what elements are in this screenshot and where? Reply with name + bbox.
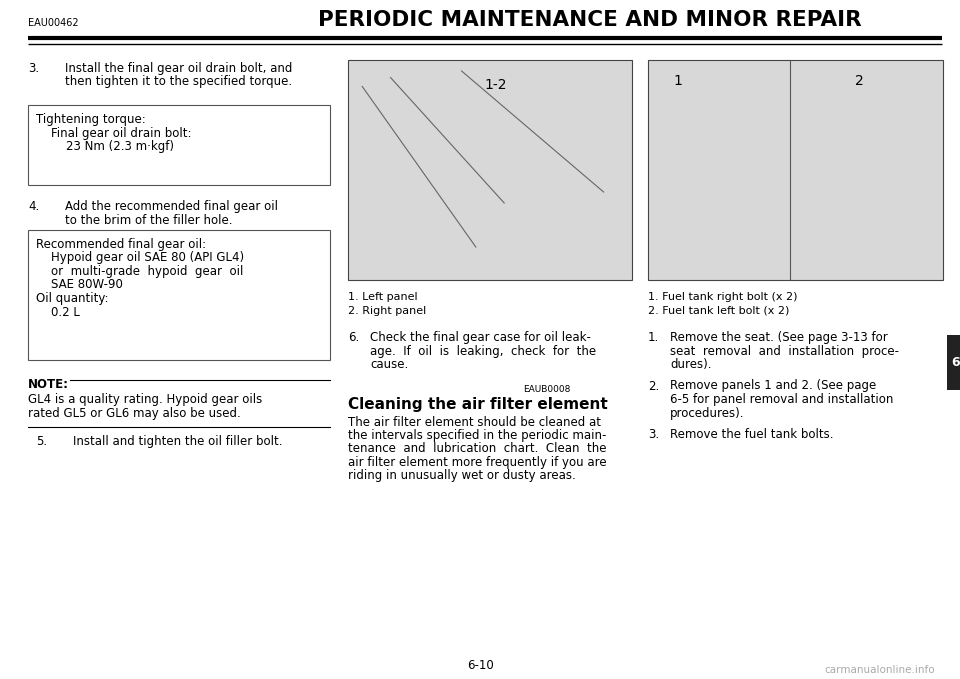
Text: Tightening torque:: Tightening torque: (36, 113, 146, 126)
Text: Add the recommended final gear oil: Add the recommended final gear oil (65, 200, 278, 213)
Text: 1.: 1. (648, 331, 660, 344)
Bar (648, 60, 943, 280)
Text: Install and tighten the oil filler bolt.: Install and tighten the oil filler bolt. (73, 435, 282, 448)
Text: 1-2: 1-2 (484, 78, 507, 92)
Text: Oil quantity:: Oil quantity: (36, 292, 108, 305)
Text: Remove panels 1 and 2. (See page: Remove panels 1 and 2. (See page (670, 380, 876, 392)
Text: 6.: 6. (348, 331, 359, 344)
Text: 6-10: 6-10 (467, 659, 493, 672)
Text: seat  removal  and  installation  proce-: seat removal and installation proce- (670, 344, 899, 358)
Text: tenance  and  lubrication  chart.  Clean  the: tenance and lubrication chart. Clean the (348, 443, 607, 456)
Text: 2: 2 (854, 74, 863, 88)
Text: Remove the seat. (See page 3-13 for: Remove the seat. (See page 3-13 for (670, 331, 888, 344)
Text: air filter element more frequently if you are: air filter element more frequently if yo… (348, 456, 607, 469)
Text: Remove the fuel tank bolts.: Remove the fuel tank bolts. (670, 428, 833, 441)
Text: 0.2 L: 0.2 L (36, 306, 80, 318)
Text: EAUB0008: EAUB0008 (523, 386, 570, 394)
Text: 6: 6 (951, 356, 960, 369)
Bar (28, 230, 330, 360)
Text: GL4 is a quality rating. Hypoid gear oils: GL4 is a quality rating. Hypoid gear oil… (28, 394, 262, 407)
Text: cause.: cause. (370, 358, 408, 371)
Text: 2. Fuel tank left bolt (x 2): 2. Fuel tank left bolt (x 2) (648, 306, 789, 316)
Text: SAE 80W-90: SAE 80W-90 (36, 278, 123, 291)
Text: PERIODIC MAINTENANCE AND MINOR REPAIR: PERIODIC MAINTENANCE AND MINOR REPAIR (318, 10, 862, 30)
Polygon shape (947, 335, 960, 390)
Text: Install the final gear oil drain bolt, and: Install the final gear oil drain bolt, a… (65, 62, 293, 75)
Text: 1. Fuel tank right bolt (x 2): 1. Fuel tank right bolt (x 2) (648, 292, 798, 302)
Text: 3.: 3. (28, 62, 39, 75)
Text: Check the final gear case for oil leak-: Check the final gear case for oil leak- (370, 331, 590, 344)
Text: dures).: dures). (670, 358, 711, 371)
Text: 2. Right panel: 2. Right panel (348, 306, 426, 316)
Text: Final gear oil drain bolt:: Final gear oil drain bolt: (36, 126, 191, 139)
Text: then tighten it to the specified torque.: then tighten it to the specified torque. (65, 75, 292, 88)
Text: 4.: 4. (28, 200, 39, 213)
Text: riding in unusually wet or dusty areas.: riding in unusually wet or dusty areas. (348, 469, 576, 483)
Text: carmanualonline.info: carmanualonline.info (825, 665, 935, 675)
Text: age.  If  oil  is  leaking,  check  for  the: age. If oil is leaking, check for the (370, 344, 596, 358)
Bar (348, 60, 632, 280)
Bar (28, 105, 330, 185)
Text: to the brim of the filler hole.: to the brim of the filler hole. (65, 213, 232, 227)
Text: 2.: 2. (648, 380, 660, 392)
Text: 23 Nm (2.3 m·kgf): 23 Nm (2.3 m·kgf) (36, 140, 174, 153)
Text: 6-5 for panel removal and installation: 6-5 for panel removal and installation (670, 393, 894, 406)
Text: 3.: 3. (648, 428, 660, 441)
Text: the intervals specified in the periodic main-: the intervals specified in the periodic … (348, 429, 607, 442)
Text: Recommended final gear oil:: Recommended final gear oil: (36, 238, 206, 251)
Text: 1: 1 (673, 74, 682, 88)
Text: Cleaning the air filter element: Cleaning the air filter element (348, 397, 608, 413)
Text: or  multi-grade  hypoid  gear  oil: or multi-grade hypoid gear oil (36, 265, 244, 278)
Text: Hypoid gear oil SAE 80 (API GL4): Hypoid gear oil SAE 80 (API GL4) (36, 251, 244, 265)
Text: rated GL5 or GL6 may also be used.: rated GL5 or GL6 may also be used. (28, 407, 241, 420)
Text: EAU00462: EAU00462 (28, 18, 79, 28)
Text: procedures).: procedures). (670, 407, 745, 420)
Text: The air filter element should be cleaned at: The air filter element should be cleaned… (348, 416, 601, 428)
Text: 5.: 5. (36, 435, 47, 448)
Text: 1. Left panel: 1. Left panel (348, 292, 418, 302)
Text: NOTE:: NOTE: (28, 378, 69, 391)
